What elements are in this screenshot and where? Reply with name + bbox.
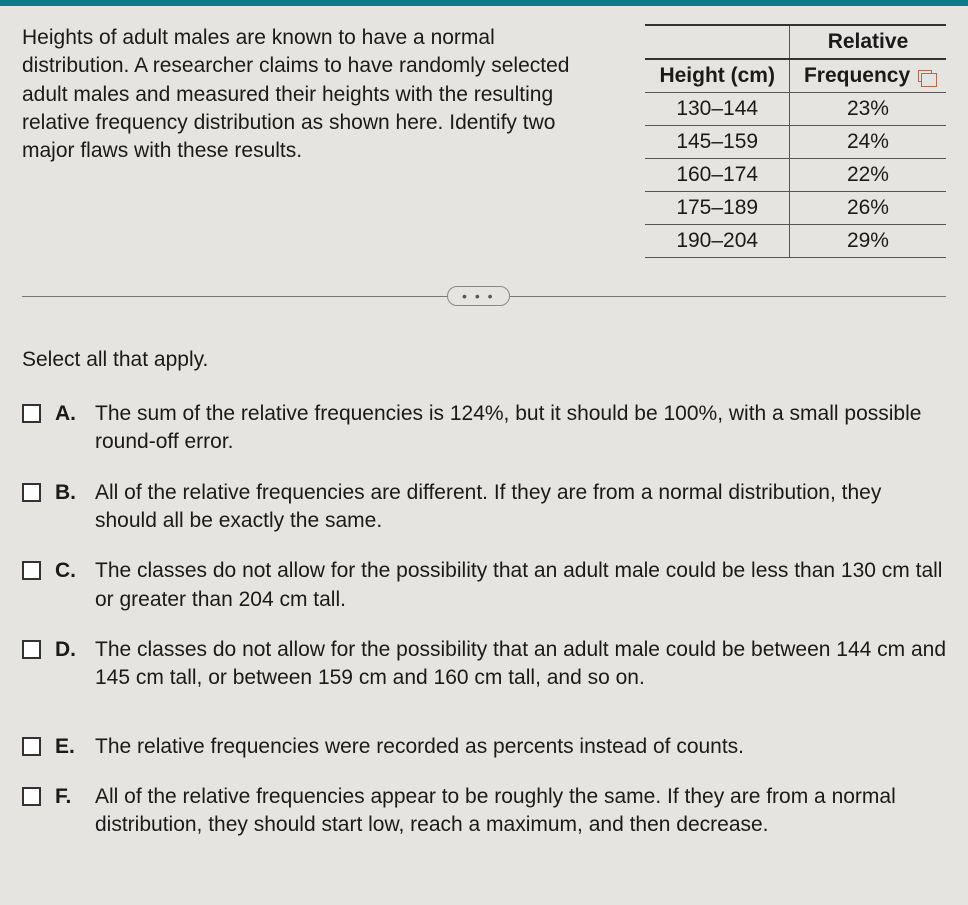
option-letter: A. [55, 400, 81, 428]
table-header-height-label: Height (cm) [645, 59, 789, 93]
cell-height: 145–159 [645, 126, 789, 159]
divider: • • • [22, 286, 946, 306]
cell-freq: 29% [789, 225, 946, 258]
table-header-height [645, 25, 789, 59]
option-letter: D. [55, 636, 81, 664]
content-area: Heights of adult males are known to have… [0, 6, 968, 840]
options-list: A. The sum of the relative frequencies i… [22, 400, 946, 840]
table-header-frequency: Frequency [789, 59, 946, 93]
option-c: C. The classes do not allow for the poss… [22, 557, 946, 614]
option-text: All of the relative frequencies are diff… [95, 479, 946, 536]
copy-icon[interactable] [918, 70, 932, 82]
table-row: 190–20429% [645, 225, 946, 258]
select-all-label: Select all that apply. [22, 348, 946, 372]
option-text: The relative frequencies were recorded a… [95, 733, 946, 761]
cell-height: 130–144 [645, 93, 789, 126]
table-header-relative: Relative [789, 25, 946, 59]
cell-height: 160–174 [645, 159, 789, 192]
cell-height: 175–189 [645, 192, 789, 225]
option-text: The sum of the relative frequencies is 1… [95, 400, 946, 457]
table-row: 175–18926% [645, 192, 946, 225]
checkbox-c[interactable] [22, 561, 41, 580]
table-row: 145–15924% [645, 126, 946, 159]
option-e: E. The relative frequencies were recorde… [22, 733, 946, 761]
checkbox-d[interactable] [22, 640, 41, 659]
option-letter: E. [55, 733, 81, 761]
option-letter: C. [55, 557, 81, 585]
table-row: 160–17422% [645, 159, 946, 192]
top-row: Heights of adult males are known to have… [22, 24, 946, 258]
frequency-table: Relative Height (cm) Frequency 130–14423… [645, 24, 946, 258]
option-text: The classes do not allow for the possibi… [95, 636, 946, 693]
cell-height: 190–204 [645, 225, 789, 258]
question-text: Heights of adult males are known to have… [22, 24, 582, 258]
cell-freq: 26% [789, 192, 946, 225]
table-row: 130–14423% [645, 93, 946, 126]
checkbox-b[interactable] [22, 483, 41, 502]
option-letter: F. [55, 783, 81, 811]
checkbox-a[interactable] [22, 404, 41, 423]
table-header-frequency-label: Frequency [804, 64, 910, 87]
checkbox-e[interactable] [22, 737, 41, 756]
option-d: D. The classes do not allow for the poss… [22, 636, 946, 693]
option-a: A. The sum of the relative frequencies i… [22, 400, 946, 457]
expand-button[interactable]: • • • [447, 286, 509, 306]
cell-freq: 23% [789, 93, 946, 126]
option-b: B. All of the relative frequencies are d… [22, 479, 946, 536]
option-f: F. All of the relative frequencies appea… [22, 783, 946, 840]
checkbox-f[interactable] [22, 787, 41, 806]
cell-freq: 24% [789, 126, 946, 159]
option-text: All of the relative frequencies appear t… [95, 783, 946, 840]
cell-freq: 22% [789, 159, 946, 192]
option-letter: B. [55, 479, 81, 507]
option-text: The classes do not allow for the possibi… [95, 557, 946, 614]
